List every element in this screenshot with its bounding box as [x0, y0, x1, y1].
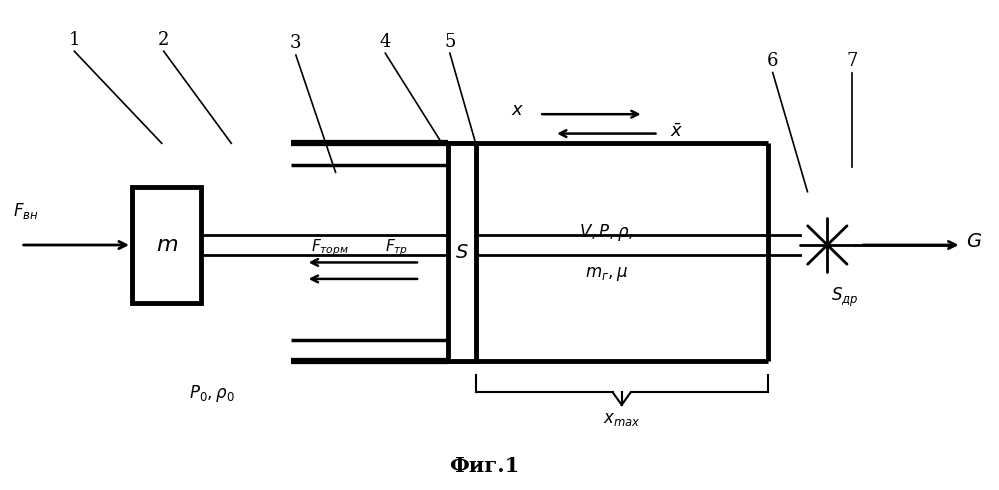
Text: $m$: $m$ [156, 235, 178, 255]
Text: 6: 6 [767, 52, 778, 70]
Text: $G$: $G$ [966, 232, 983, 250]
Text: 1: 1 [69, 30, 80, 49]
Text: $S_{\mathregular{др}}$: $S_{\mathregular{др}}$ [831, 286, 859, 309]
Text: $F_{\mathregular{тр}}$: $F_{\mathregular{тр}}$ [386, 237, 409, 258]
Text: $x$: $x$ [511, 101, 524, 120]
Text: $S$: $S$ [455, 243, 469, 262]
Text: 2: 2 [158, 30, 170, 49]
Text: $F_{\mathregular{торм}}$: $F_{\mathregular{торм}}$ [311, 237, 349, 258]
Text: $F_{\mathregular{вн}}$: $F_{\mathregular{вн}}$ [13, 201, 38, 221]
Text: 4: 4 [380, 32, 391, 50]
Text: 5: 5 [445, 32, 456, 50]
Text: $P_0, \rho_0$: $P_0, \rho_0$ [189, 383, 234, 404]
Bar [132, 187, 202, 303]
Text: 7: 7 [846, 52, 858, 70]
Text: $m_{\mathregular{г}}, \mu$: $m_{\mathregular{г}}, \mu$ [585, 265, 628, 283]
Text: $\bar{x}$: $\bar{x}$ [670, 122, 683, 141]
Text: $x_{\mathregular{max}}$: $x_{\mathregular{max}}$ [602, 410, 640, 428]
Bar [448, 143, 476, 361]
Text: Фиг.1: Фиг.1 [450, 456, 519, 476]
Text: $V, P, \rho,$: $V, P, \rho,$ [579, 222, 634, 244]
Text: 3: 3 [290, 34, 302, 52]
